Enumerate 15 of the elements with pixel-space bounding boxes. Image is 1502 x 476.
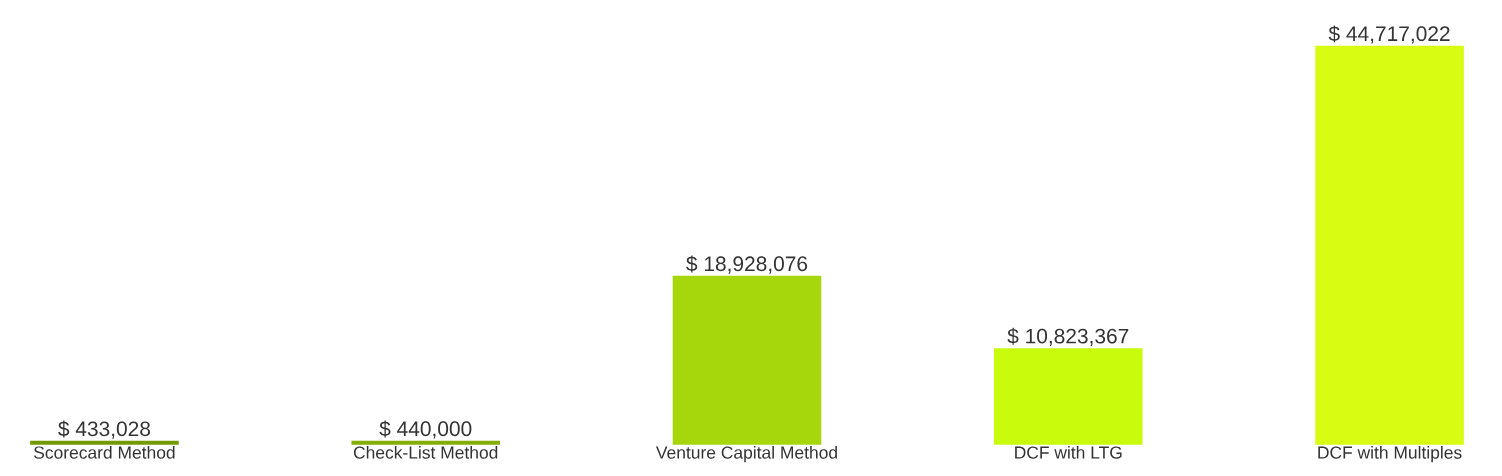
data-label: $ 44,717,022 xyxy=(1328,25,1450,44)
x-tick-label: Venture Capital Method xyxy=(655,445,837,463)
data-label: $ 10,823,367 xyxy=(1007,327,1129,346)
bar xyxy=(672,275,822,445)
x-tick-label: DCF with Multiples xyxy=(1318,445,1462,463)
x-tick-label: DCF with LTG xyxy=(1015,445,1122,459)
x-tick-label: Scorecard Method xyxy=(34,445,175,459)
bar xyxy=(30,440,179,445)
data-label: $ 433,028 xyxy=(58,420,151,439)
bar xyxy=(1315,45,1464,445)
data-label: $ 18,928,076 xyxy=(686,255,808,274)
x-tick-label: Check-List Method xyxy=(353,445,498,459)
bar xyxy=(351,440,501,445)
bar xyxy=(993,348,1143,445)
data-label: $ 440,000 xyxy=(379,420,472,439)
